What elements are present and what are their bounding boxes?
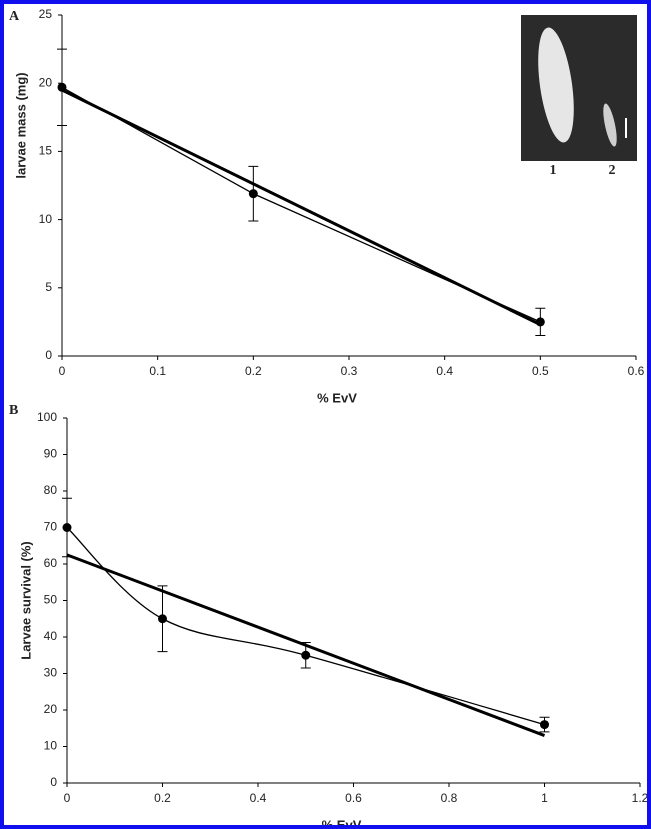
x-tick-label: 0.6	[628, 364, 645, 378]
y-tick-label: 15	[39, 144, 53, 158]
y-tick-label: 30	[44, 666, 58, 680]
y-axis-title: Larvae survival (%)	[18, 541, 33, 660]
x-tick-label: 0.4	[250, 791, 267, 805]
x-tick-label: 0.4	[436, 364, 453, 378]
data-point	[62, 523, 72, 532]
y-tick-label: 70	[44, 520, 58, 534]
y-tick-label: 20	[39, 75, 53, 89]
trendline	[61, 88, 541, 326]
y-tick-label: 100	[37, 410, 57, 424]
x-tick-label: 1.2	[632, 791, 649, 805]
y-tick-label: 60	[44, 556, 58, 570]
data-point	[540, 720, 549, 730]
x-tick-label: 0	[64, 791, 71, 805]
x-tick-label: 0.1	[149, 364, 166, 378]
x-tick-label: 0	[59, 364, 66, 378]
x-tick-label: 0.2	[154, 791, 171, 805]
data-line	[66, 527, 545, 726]
data-line	[61, 86, 541, 323]
y-tick-label: 5	[45, 280, 52, 294]
y-tick-label: 80	[44, 483, 58, 497]
x-tick-label: 1	[541, 791, 548, 805]
larva-small	[603, 103, 617, 147]
y-tick-label: 40	[44, 629, 58, 643]
inset-label: 1	[550, 163, 557, 178]
y-tick-label: 90	[44, 447, 58, 461]
x-tick-label: 0.8	[441, 791, 458, 805]
x-axis-title: % EvV	[322, 817, 362, 829]
y-tick-label: 10	[39, 212, 53, 226]
panel-label: B	[9, 403, 18, 418]
data-point	[301, 650, 311, 660]
data-point	[248, 189, 258, 199]
y-tick-label: 0	[45, 348, 52, 362]
x-tick-label: 0.3	[341, 364, 358, 378]
y-axis-title: larvae mass (mg)	[13, 72, 28, 178]
y-tick-label: 50	[44, 593, 58, 607]
panel-label: A	[9, 9, 20, 24]
y-tick-label: 25	[39, 7, 53, 21]
data-point	[535, 317, 545, 327]
x-tick-label: 0.6	[345, 791, 362, 805]
inset-photo	[521, 15, 637, 161]
y-tick-label: 0	[50, 775, 57, 789]
x-tick-label: 0.2	[245, 364, 262, 378]
x-axis-title: % EvV	[317, 390, 357, 405]
larva-large	[538, 27, 574, 143]
data-point	[57, 82, 67, 92]
inset-background	[521, 15, 637, 161]
y-tick-label: 10	[44, 739, 58, 753]
y-tick-label: 20	[44, 702, 58, 716]
data-point	[158, 614, 167, 624]
x-tick-label: 0.5	[532, 364, 549, 378]
inset-label: 2	[609, 163, 616, 178]
